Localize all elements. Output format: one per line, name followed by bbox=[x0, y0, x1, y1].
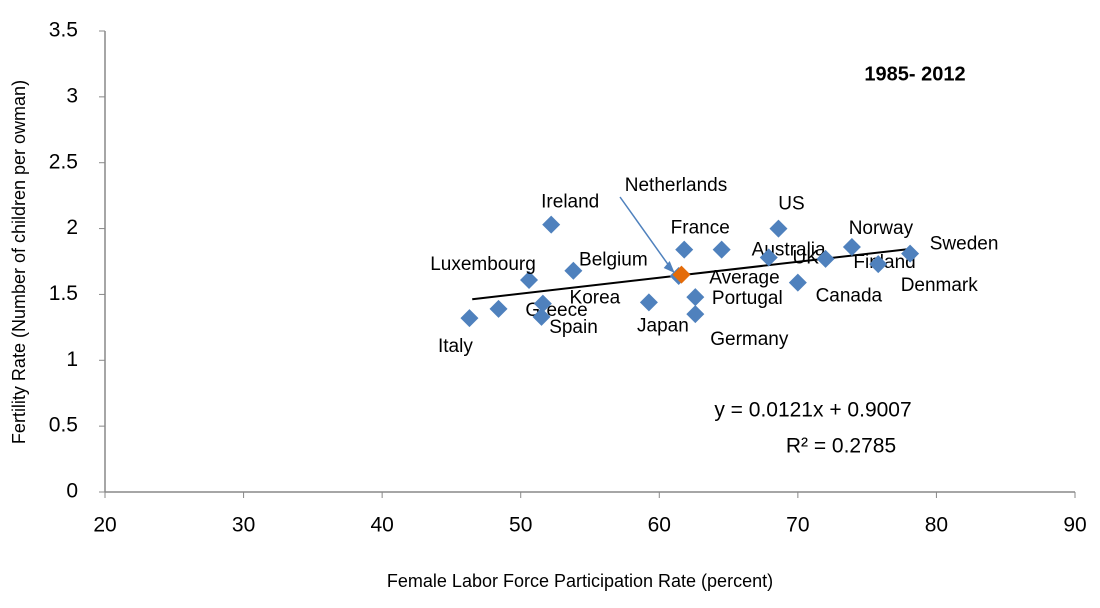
point bbox=[460, 309, 479, 328]
point-label: Spain bbox=[549, 317, 598, 338]
point-label: France bbox=[671, 218, 730, 239]
y-tick-label: 1.5 bbox=[49, 282, 78, 305]
point bbox=[901, 244, 920, 263]
point-label: Norway bbox=[849, 218, 914, 239]
point-label: Korea bbox=[570, 288, 621, 309]
x-axis-label: Female Labor Force Participation Rate (p… bbox=[387, 571, 773, 591]
x-tick-label: 30 bbox=[232, 514, 255, 537]
point bbox=[532, 307, 551, 326]
arrow-head bbox=[663, 260, 675, 273]
point bbox=[788, 273, 807, 292]
y-tick-label: 3 bbox=[66, 84, 78, 107]
trendline bbox=[472, 247, 913, 301]
point-label: Sweden bbox=[930, 234, 999, 255]
point-label: Belgium bbox=[579, 250, 648, 271]
point bbox=[675, 240, 694, 259]
point bbox=[712, 240, 731, 259]
point bbox=[520, 270, 539, 289]
point bbox=[564, 261, 583, 280]
x-tick-label: 40 bbox=[370, 514, 393, 537]
point bbox=[533, 294, 552, 313]
point bbox=[686, 305, 705, 324]
point bbox=[489, 299, 508, 318]
point bbox=[769, 219, 788, 238]
y-axis-label: Fertility Rate (Number of children per o… bbox=[9, 80, 29, 444]
chart-title: 1985- 2012 bbox=[864, 63, 965, 85]
x-tick-label: 20 bbox=[93, 514, 116, 537]
point bbox=[672, 265, 691, 284]
point-label: US bbox=[778, 194, 804, 215]
y-tick-label: 0 bbox=[66, 480, 78, 503]
point-label: Netherlands bbox=[625, 175, 727, 196]
y-tick-label: 3.5 bbox=[49, 19, 78, 42]
point-label: Portugal bbox=[712, 288, 783, 309]
label-arrow bbox=[619, 196, 674, 272]
point-label: Denmark bbox=[901, 275, 979, 296]
x-tick-label: 90 bbox=[1063, 514, 1086, 537]
point bbox=[816, 249, 835, 268]
point-label: Italy bbox=[438, 336, 473, 357]
point bbox=[759, 248, 778, 267]
y-tick-label: 2 bbox=[66, 216, 78, 239]
point bbox=[639, 293, 658, 312]
point-label: Average bbox=[709, 268, 779, 289]
point-label: Ireland bbox=[541, 192, 599, 213]
point bbox=[542, 215, 561, 234]
r-squared: R² = 0.2785 bbox=[786, 435, 896, 458]
point-label: UK bbox=[793, 248, 820, 269]
trend-equation: y = 0.0121x + 0.9007 bbox=[714, 399, 911, 422]
point bbox=[842, 238, 861, 257]
point-label: Germany bbox=[710, 329, 789, 350]
y-tick-label: 0.5 bbox=[49, 414, 78, 437]
point-label: Luxembourg bbox=[430, 254, 536, 275]
point-label: Japan bbox=[637, 315, 689, 336]
point-label: Canada bbox=[816, 286, 883, 307]
x-tick-label: 60 bbox=[648, 514, 671, 537]
point bbox=[869, 255, 888, 274]
y-tick-label: 1 bbox=[66, 348, 78, 371]
x-tick-label: 70 bbox=[786, 514, 809, 537]
point bbox=[686, 288, 705, 307]
y-tick-label: 2.5 bbox=[49, 150, 78, 173]
x-tick-label: 80 bbox=[925, 514, 948, 537]
x-tick-label: 50 bbox=[509, 514, 532, 537]
